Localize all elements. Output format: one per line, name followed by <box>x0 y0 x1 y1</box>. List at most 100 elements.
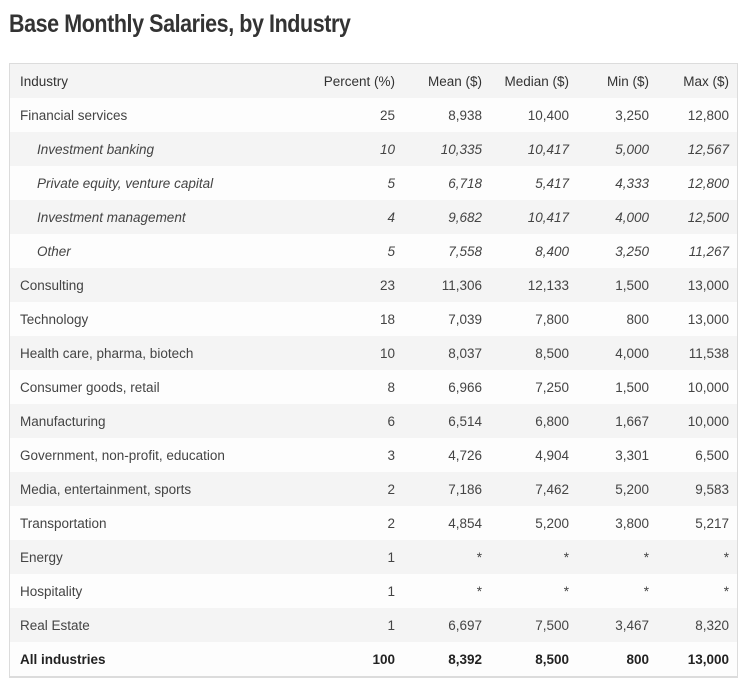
table-row: Manufacturing 6 6,514 6,800 1,667 10,000 <box>10 404 737 438</box>
table-row: Consumer goods, retail 8 6,966 7,250 1,500 10… <box>10 370 737 404</box>
cell-percent: 1 <box>387 549 395 565</box>
cell-median: 12,133 <box>527 277 569 293</box>
table-row: Private equity, venture capital 5 6,718 5,4… <box>10 166 737 200</box>
cell-min: 5,000 <box>615 141 649 157</box>
cell-min: 1,667 <box>615 413 649 429</box>
cell-max: 12,800 <box>687 175 729 191</box>
header-median: Median ($) <box>504 73 569 89</box>
cell-industry: Other <box>37 243 71 259</box>
table-row: Media, entertainment, sports 2 7,186 7,462 5… <box>10 472 737 506</box>
cell-mean: 10,335 <box>440 141 482 157</box>
cell-max: 5,217 <box>695 515 729 531</box>
cell-percent: 4 <box>387 209 395 225</box>
cell-median: 7,250 <box>535 379 569 395</box>
cell-min: 3,467 <box>615 617 649 633</box>
cell-max: 13,000 <box>687 277 729 293</box>
cell-mean: 8,037 <box>448 345 482 361</box>
cell-mean: 11,306 <box>441 277 482 293</box>
cell-percent: 8 <box>387 379 395 395</box>
total-percent: 100 <box>372 651 395 667</box>
cell-percent: 23 <box>379 277 395 293</box>
cell-max: 12,500 <box>687 209 729 225</box>
cell-median: 5,200 <box>535 515 569 531</box>
cell-industry: Government, non-profit, education <box>20 447 225 463</box>
cell-mean: 6,718 <box>448 175 482 191</box>
total-mean: 8,392 <box>448 651 482 667</box>
cell-max: 9,583 <box>695 481 729 497</box>
cell-max: 13,000 <box>687 311 729 327</box>
cell-mean: 9,682 <box>448 209 482 225</box>
cell-min: 3,250 <box>615 243 649 259</box>
cell-mean: 7,039 <box>448 311 482 327</box>
header-max: Max ($) <box>683 73 729 89</box>
cell-industry: Consulting <box>20 277 84 293</box>
cell-mean: * <box>476 583 482 599</box>
cell-median: * <box>563 549 569 565</box>
cell-median: 10,400 <box>527 107 569 123</box>
table-row: Real Estate 1 6,697 7,500 3,467 8,320 <box>10 608 737 642</box>
cell-percent: 5 <box>387 243 395 259</box>
cell-percent: 2 <box>387 515 395 531</box>
cell-industry: Technology <box>20 311 89 327</box>
cell-median: 7,462 <box>535 481 569 497</box>
cell-max: 11,267 <box>688 243 729 259</box>
cell-median: 6,800 <box>535 413 569 429</box>
cell-min: 1,500 <box>615 277 649 293</box>
cell-median: * <box>563 583 569 599</box>
cell-mean: 4,726 <box>448 447 482 463</box>
cell-industry: Private equity, venture capital <box>37 175 214 191</box>
cell-industry: Energy <box>20 549 63 565</box>
cell-mean: 6,966 <box>448 379 482 395</box>
cell-percent: 1 <box>387 583 395 599</box>
total-min: 800 <box>626 651 649 667</box>
table-row: Consulting 23 11,306 12,133 1,500 13,000 <box>10 268 737 302</box>
cell-max: 12,800 <box>687 107 729 123</box>
cell-percent: 10 <box>379 345 395 361</box>
cell-median: 5,417 <box>535 175 569 191</box>
table-header-row: Industry Percent (%) Mean ($) Median ($)… <box>10 64 737 98</box>
cell-percent: 2 <box>387 481 395 497</box>
cell-mean: 6,697 <box>448 617 482 633</box>
cell-min: 5,200 <box>615 481 649 497</box>
table-row: Government, non-profit, education 3 4,726 4… <box>10 438 737 472</box>
cell-median: 7,500 <box>535 617 569 633</box>
table-row: Hospitality 1 * * * * <box>10 574 737 608</box>
cell-percent: 1 <box>387 617 395 633</box>
header-min: Min ($) <box>606 73 649 89</box>
cell-median: 10,417 <box>527 141 569 157</box>
cell-min: * <box>643 583 649 599</box>
table-row: Investment banking 10 10,335 10,417 5,000 12,… <box>10 132 737 166</box>
cell-min: 4,000 <box>615 345 649 361</box>
cell-industry: Health care, pharma, biotech <box>20 345 194 361</box>
cell-median: 4,904 <box>535 447 569 463</box>
cell-min: 4,333 <box>615 175 649 191</box>
cell-median: 10,417 <box>527 209 569 225</box>
cell-max: 6,500 <box>695 447 729 463</box>
salary-table: Industry Percent (%) Mean ($) Median ($)… <box>9 63 738 678</box>
cell-min: 3,250 <box>615 107 649 123</box>
cell-percent: 10 <box>379 141 395 157</box>
page-title: Base Monthly Salaries, by Industry <box>9 10 351 38</box>
table-total-row: All industries 100 8,392 8,500 800 13,00… <box>10 642 737 676</box>
cell-mean: 4,854 <box>448 515 482 531</box>
table-row: Other 5 7,558 8,400 3,250 11,267 <box>10 234 737 268</box>
total-industry: All industries <box>20 651 106 667</box>
header-percent: Percent (%) <box>323 73 395 89</box>
cell-industry: Investment management <box>37 209 186 225</box>
cell-mean: 6,514 <box>448 413 482 429</box>
cell-max: * <box>723 549 729 565</box>
cell-percent: 18 <box>379 311 395 327</box>
cell-percent: 25 <box>379 107 395 123</box>
cell-industry: Transportation <box>20 515 107 531</box>
table-row: Financial services 25 8,938 10,400 3,250 12,8… <box>10 98 737 132</box>
table-row: Technology 18 7,039 7,800 800 13,000 <box>10 302 737 336</box>
cell-max: 8,320 <box>695 617 729 633</box>
total-median: 8,500 <box>535 651 569 667</box>
cell-min: 3,301 <box>615 447 649 463</box>
cell-industry: Financial services <box>20 107 128 123</box>
cell-median: 8,400 <box>535 243 569 259</box>
cell-min: 3,800 <box>615 515 649 531</box>
header-industry: Industry <box>20 73 69 89</box>
cell-industry: Real Estate <box>20 617 90 633</box>
cell-max: 10,000 <box>687 413 729 429</box>
